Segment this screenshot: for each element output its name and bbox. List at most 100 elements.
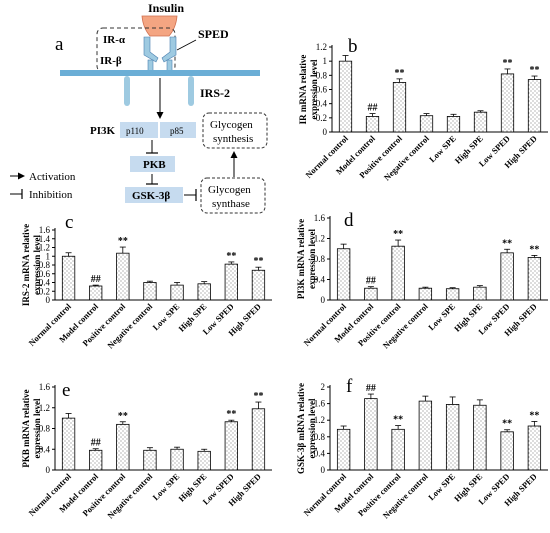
bar-d-1 (336, 248, 351, 301)
cell-membrane (60, 70, 260, 76)
p85-box (160, 122, 196, 138)
p110-label: p110 (126, 126, 144, 136)
sped-label: SPED (198, 27, 229, 41)
y-tick-label: 1 (46, 251, 51, 261)
panel-letter-e: e (62, 380, 70, 401)
y-tick-label: 1.6 (314, 213, 326, 223)
y-tick-label: 0.2 (316, 113, 327, 123)
bar-c-2 (89, 285, 103, 301)
y-axis-label-line-2: expression level (32, 234, 42, 295)
significance-mark: ## (368, 103, 378, 114)
y-tick-label: 1.2 (314, 415, 325, 425)
significance-mark: ## (366, 383, 376, 394)
bar-e-5 (170, 448, 184, 471)
glycogen-synthesis-line2: synthesis (213, 133, 253, 145)
bar-f-7 (500, 431, 514, 471)
y-tick-label: 1.6 (39, 225, 51, 235)
significance-mark: ** (118, 236, 128, 247)
chart-panel-c: c 00.20.40.60.811.21.41.6 IRS-2 mRNA relat… (21, 212, 272, 351)
significance-mark: ** (530, 65, 540, 76)
panel-letter-d: d (344, 210, 354, 231)
pkb-label: PKB (143, 159, 166, 171)
y-tick-label: 2 (321, 382, 326, 392)
y-axis-label-line-1: PKB mRNA relative (21, 389, 31, 467)
bar-b-3 (392, 82, 407, 133)
bar-e-1 (61, 417, 76, 471)
bar-e-8 (251, 408, 266, 471)
significance-mark: ** (503, 58, 513, 69)
receptor-tail-left-icon (124, 76, 130, 106)
y-tick-label: 0.8 (39, 260, 51, 270)
y-axis-label-line-1: IR mRNA relative (298, 55, 308, 125)
y-tick-label: 0.6 (316, 85, 328, 95)
y-tick-label: 0.4 (39, 444, 51, 454)
y-tick-label: 0.6 (39, 269, 51, 279)
y-axis-label-line-2: expression level (32, 398, 42, 459)
bar-f-4 (418, 400, 433, 471)
legend-activation: Activation (29, 171, 76, 183)
bar-b-7 (500, 73, 515, 133)
y-tick-label: 1.2 (314, 234, 325, 244)
significance-mark: ** (529, 244, 539, 255)
glycogen-synthase-line2: synthase (212, 198, 250, 210)
significance-mark: ** (226, 409, 236, 420)
legend-inhibition: Inhibition (29, 189, 73, 201)
bar-d-5 (445, 288, 460, 301)
p85-label: p85 (170, 126, 184, 136)
bar-d-6 (473, 286, 487, 301)
y-tick-label: 0 (323, 127, 328, 137)
pkb-box (130, 156, 175, 172)
y-tick-label: 0.8 (39, 424, 51, 434)
significance-mark: ** (395, 68, 405, 79)
ir-alpha-label: IR-α (103, 34, 126, 46)
panel-letter-c: c (65, 212, 73, 233)
y-tick-label: 0.2 (39, 286, 50, 296)
pi3k-label: PI3K (90, 125, 116, 137)
significance-mark: ** (253, 391, 263, 402)
glycogen-synthesis-box (202, 112, 268, 149)
panel-letter-f: f (346, 376, 353, 397)
insulin-label: Insulin (148, 1, 184, 15)
gsk-label: GSK-3β (132, 190, 170, 202)
y-tick-label: 1.2 (39, 243, 50, 253)
bar-f-3 (391, 428, 405, 471)
y-tick-label: 1.2 (39, 403, 50, 413)
bar-c-3 (116, 252, 130, 301)
chart-panels: b00.20.40.60.811.2IR mRNA relative expres… (21, 36, 548, 521)
irs2-label: IRS-2 (200, 86, 230, 100)
chart-panel-f: f 0 0.4 0.8 1.2 1.6 2 GSK-3β mRNA relative expre… (296, 376, 548, 521)
panel-letter-b: b (348, 36, 358, 57)
chart-panel-d: d 0 0.4 0.8 1.2 1.6 PI3K mRNA relative expressi… (296, 210, 548, 351)
bar-b-2 (365, 116, 380, 133)
y-tick-label: 0.8 (314, 254, 326, 264)
bar-f-5 (445, 404, 460, 471)
bar-c-1 (61, 255, 76, 301)
y-tick-label: 0 (321, 465, 326, 475)
bar-f-2 (364, 398, 378, 471)
bar-e-7 (224, 421, 238, 471)
significance-mark: ** (393, 415, 403, 426)
bar-f-1 (336, 428, 351, 471)
bar-c-5 (170, 284, 184, 301)
y-tick-label: 0.8 (316, 70, 328, 80)
significance-mark: ** (253, 256, 263, 267)
y-tick-label: 0.4 (316, 99, 328, 109)
bar-b-1 (338, 60, 353, 133)
pathway-diagram: a Insulin IR-α IR-β SPED IRS-2 PI3K p110… (10, 1, 268, 214)
bar-d-8 (527, 257, 542, 301)
ir-alpha-left-icon (143, 36, 159, 63)
bar-d-3 (391, 245, 405, 301)
y-tick-label: 0 (46, 465, 51, 475)
gsk-box (125, 187, 183, 203)
y-tick-label: 1.6 (314, 399, 326, 409)
glycogen-synthase-box (200, 177, 266, 214)
bar-d-2 (364, 287, 378, 301)
glycogen-synthase-line1: Glycogen (208, 184, 251, 196)
y-axis-label-line-2: expression level (309, 59, 319, 120)
bar-e-4 (143, 449, 157, 471)
y-tick-label: 1.2 (316, 42, 327, 52)
bar-b-8 (527, 79, 542, 133)
bar-f-6 (473, 404, 487, 471)
significance-mark: ** (226, 251, 236, 262)
